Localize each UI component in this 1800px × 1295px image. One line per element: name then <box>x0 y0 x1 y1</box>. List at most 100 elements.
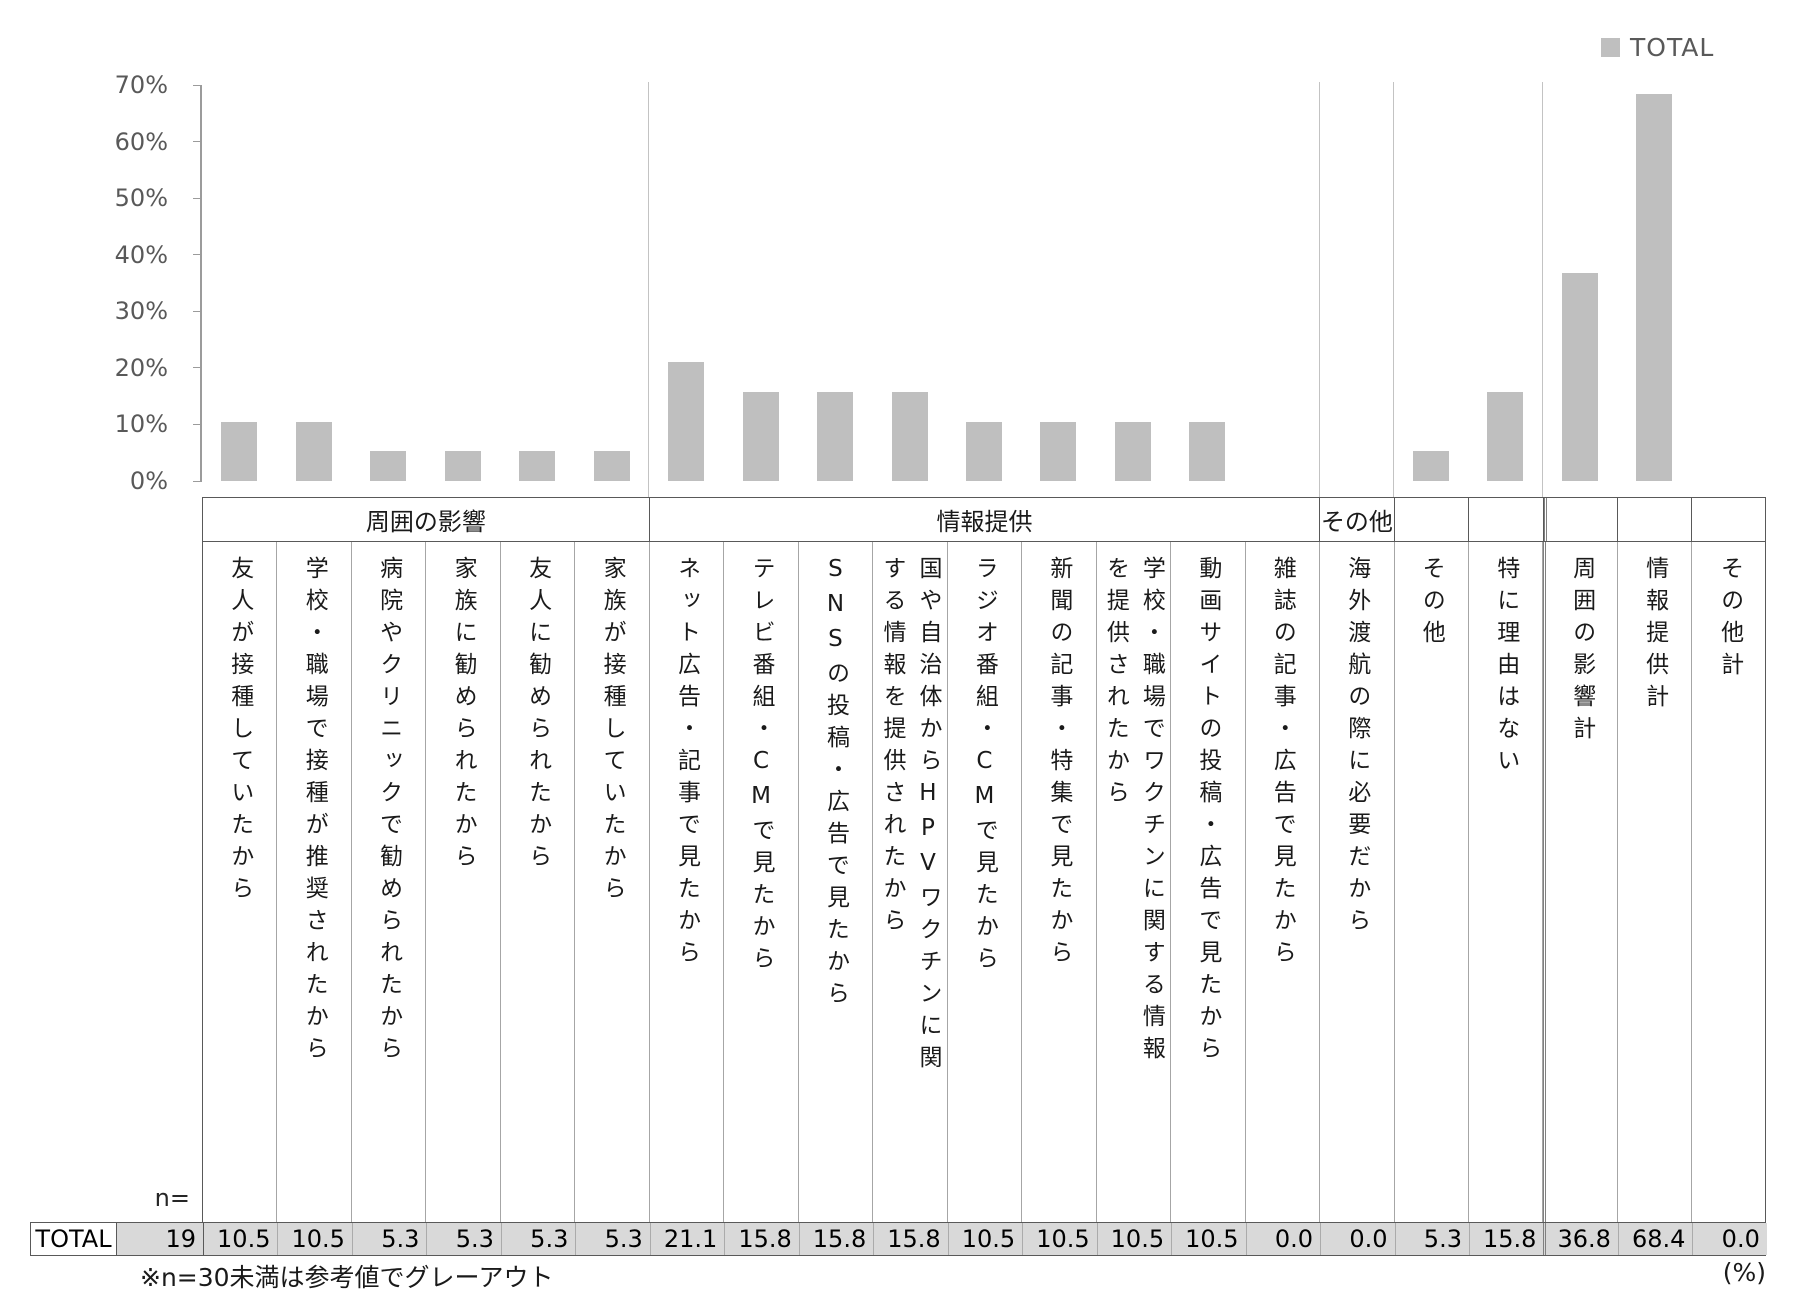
category-label: 家族が接種していたから <box>599 556 626 908</box>
bar <box>1487 391 1524 481</box>
n-equals-label: n= <box>154 1184 190 1212</box>
category-label: 病院やクリニックで勧められたから <box>375 556 402 1068</box>
bar <box>370 451 407 481</box>
category-label-cell: テレビ番組・CMで見たから <box>724 542 799 1222</box>
total-value-cell: 5.3 <box>500 1223 576 1255</box>
category-label-cell: 雑誌の記事・広告で見たから <box>1246 542 1321 1222</box>
category-label: 学校・職場でワクチンに関する情報 を提供されたから <box>1102 556 1165 1068</box>
category-label: 国や自治体からHPVワクチンに関 する情報を提供されたから <box>878 556 941 1077</box>
unit-note: (%) <box>1722 1258 1766 1287</box>
footnote: ※n=30未満は参考値でグレーアウト <box>140 1263 554 1292</box>
y-tick-label: 40% <box>114 240 168 269</box>
category-label-cell: 家族に勧められたから <box>426 542 501 1222</box>
y-tick-mark <box>193 310 202 312</box>
total-value-cell: 10.5 <box>203 1223 278 1255</box>
bar <box>668 361 705 481</box>
group-header-cell-empty <box>1395 498 1470 541</box>
category-label-cell: 学校・職場でワクチンに関する情報 を提供されたから <box>1097 542 1172 1222</box>
group-header-row: 周囲の影響 情報提供 その他 <box>202 497 1766 542</box>
total-value-cell: 68.4 <box>1617 1223 1693 1255</box>
total-value-cell: 10.5 <box>1171 1223 1246 1255</box>
category-label: テレビ番組・CMで見たから <box>748 556 775 978</box>
total-value-cell: 15.8 <box>798 1223 874 1255</box>
category-label: 学校・職場で接種が推奨されたから <box>301 556 328 1068</box>
total-value-cell: 5.3 <box>351 1223 427 1255</box>
total-row-header-cell: TOTAL <box>31 1223 116 1255</box>
bar <box>817 391 854 481</box>
bar <box>519 451 556 481</box>
y-tick-mark <box>193 84 202 86</box>
category-label-cell: 新聞の記事・特集で見たから <box>1022 542 1097 1222</box>
bar <box>742 391 779 481</box>
y-tick-mark <box>193 141 202 143</box>
category-label: 友人が接種していたから <box>226 556 253 908</box>
y-tick-label: 20% <box>114 353 168 382</box>
total-value-cell: 15.8 <box>724 1223 799 1255</box>
total-value-cell: 0.0 <box>1320 1223 1395 1255</box>
total-value-cell: 10.5 <box>947 1223 1023 1255</box>
y-tick-label: 0% <box>129 467 168 495</box>
group-header-cell-empty <box>1618 498 1693 541</box>
y-tick-mark <box>193 480 202 482</box>
bar <box>1114 421 1151 481</box>
category-label-cell: 家族が接種していたから <box>575 542 650 1222</box>
legend-label: TOTAL <box>1630 33 1715 62</box>
bar <box>1412 451 1449 481</box>
category-label-cell: 海外渡航の際に必要だから <box>1320 542 1395 1222</box>
total-value-cell: 21.1 <box>649 1223 725 1255</box>
category-label: 動画サイトの投稿・広告で見たから <box>1194 556 1221 1068</box>
y-tick-label: 30% <box>114 297 168 326</box>
category-label-cell: 友人が接種していたから <box>203 542 278 1222</box>
category-label: 家族に勧められたから <box>450 556 477 876</box>
legend: TOTAL <box>1601 33 1714 62</box>
category-label-cell: 学校・職場で接種が推奨されたから <box>277 542 352 1222</box>
total-value-cell: 15.8 <box>1468 1223 1544 1255</box>
category-label-cell: 友人に勧められたから <box>501 542 576 1222</box>
y-tick-label: 50% <box>114 184 168 213</box>
y-tick-label: 60% <box>114 127 168 156</box>
plot-group-divider <box>1542 82 1544 497</box>
total-value-cell: 0.0 <box>1692 1223 1767 1255</box>
group-header-cell: その他 <box>1320 498 1395 541</box>
plot-group-divider <box>1393 82 1395 497</box>
category-label-cell: 周囲の影響計 <box>1543 542 1618 1222</box>
total-value-cell: 15.8 <box>873 1223 948 1255</box>
bar <box>221 421 258 481</box>
y-tick-mark <box>193 254 202 256</box>
category-label-cell: その他計 <box>1692 542 1766 1222</box>
total-value-cell: 36.8 <box>1543 1223 1618 1255</box>
category-label-cell: SNSの投稿・広告で見たから <box>799 542 874 1222</box>
total-value-cell: 5.3 <box>575 1223 650 1255</box>
total-value-cell: 10.5 <box>1022 1223 1097 1255</box>
category-label-cell: 特に理由はない <box>1469 542 1544 1222</box>
category-label-row: 友人が接種していたから 学校・職場で接種が推奨されたから 病院やクリニックで勧められ… <box>202 542 1766 1222</box>
y-tick-label: 10% <box>114 410 168 439</box>
group-header-cell-empty <box>1469 498 1544 541</box>
category-label: 雑誌の記事・広告で見たから <box>1269 556 1296 972</box>
category-label-cell: その他 <box>1395 542 1469 1222</box>
category-label-cell: 動画サイトの投稿・広告で見たから <box>1171 542 1246 1222</box>
group-header-cell-empty <box>1692 498 1766 541</box>
plot-group-divider <box>1318 82 1320 497</box>
category-label-cell: ラジオ番組・CMで見たから <box>948 542 1023 1222</box>
category-label: その他 <box>1418 556 1445 652</box>
y-tick-mark <box>193 367 202 369</box>
category-label: 友人に勧められたから <box>524 556 551 876</box>
plot-group-divider <box>648 82 650 497</box>
category-label: SNSの投稿・広告で見たから <box>822 556 849 1013</box>
total-value-cell: 0.0 <box>1245 1223 1321 1255</box>
bar <box>1189 421 1226 481</box>
bar <box>1636 94 1673 481</box>
category-label: 情報提供計 <box>1641 556 1668 716</box>
category-label-cell: ネット広告・記事で見たから <box>650 542 725 1222</box>
category-label: ネット広告・記事で見たから <box>673 556 700 972</box>
group-header-cell: 周囲の影響 <box>203 498 650 541</box>
group-header-cell-empty <box>1543 498 1618 541</box>
category-label: 特に理由はない <box>1492 556 1519 780</box>
group-header-cell: 情報提供 <box>650 498 1321 541</box>
total-value-cell: 5.3 <box>1394 1223 1469 1255</box>
bar <box>593 451 630 481</box>
category-label: 海外渡航の際に必要だから <box>1343 556 1370 940</box>
category-label-cell: 国や自治体からHPVワクチンに関 する情報を提供されたから <box>873 542 948 1222</box>
